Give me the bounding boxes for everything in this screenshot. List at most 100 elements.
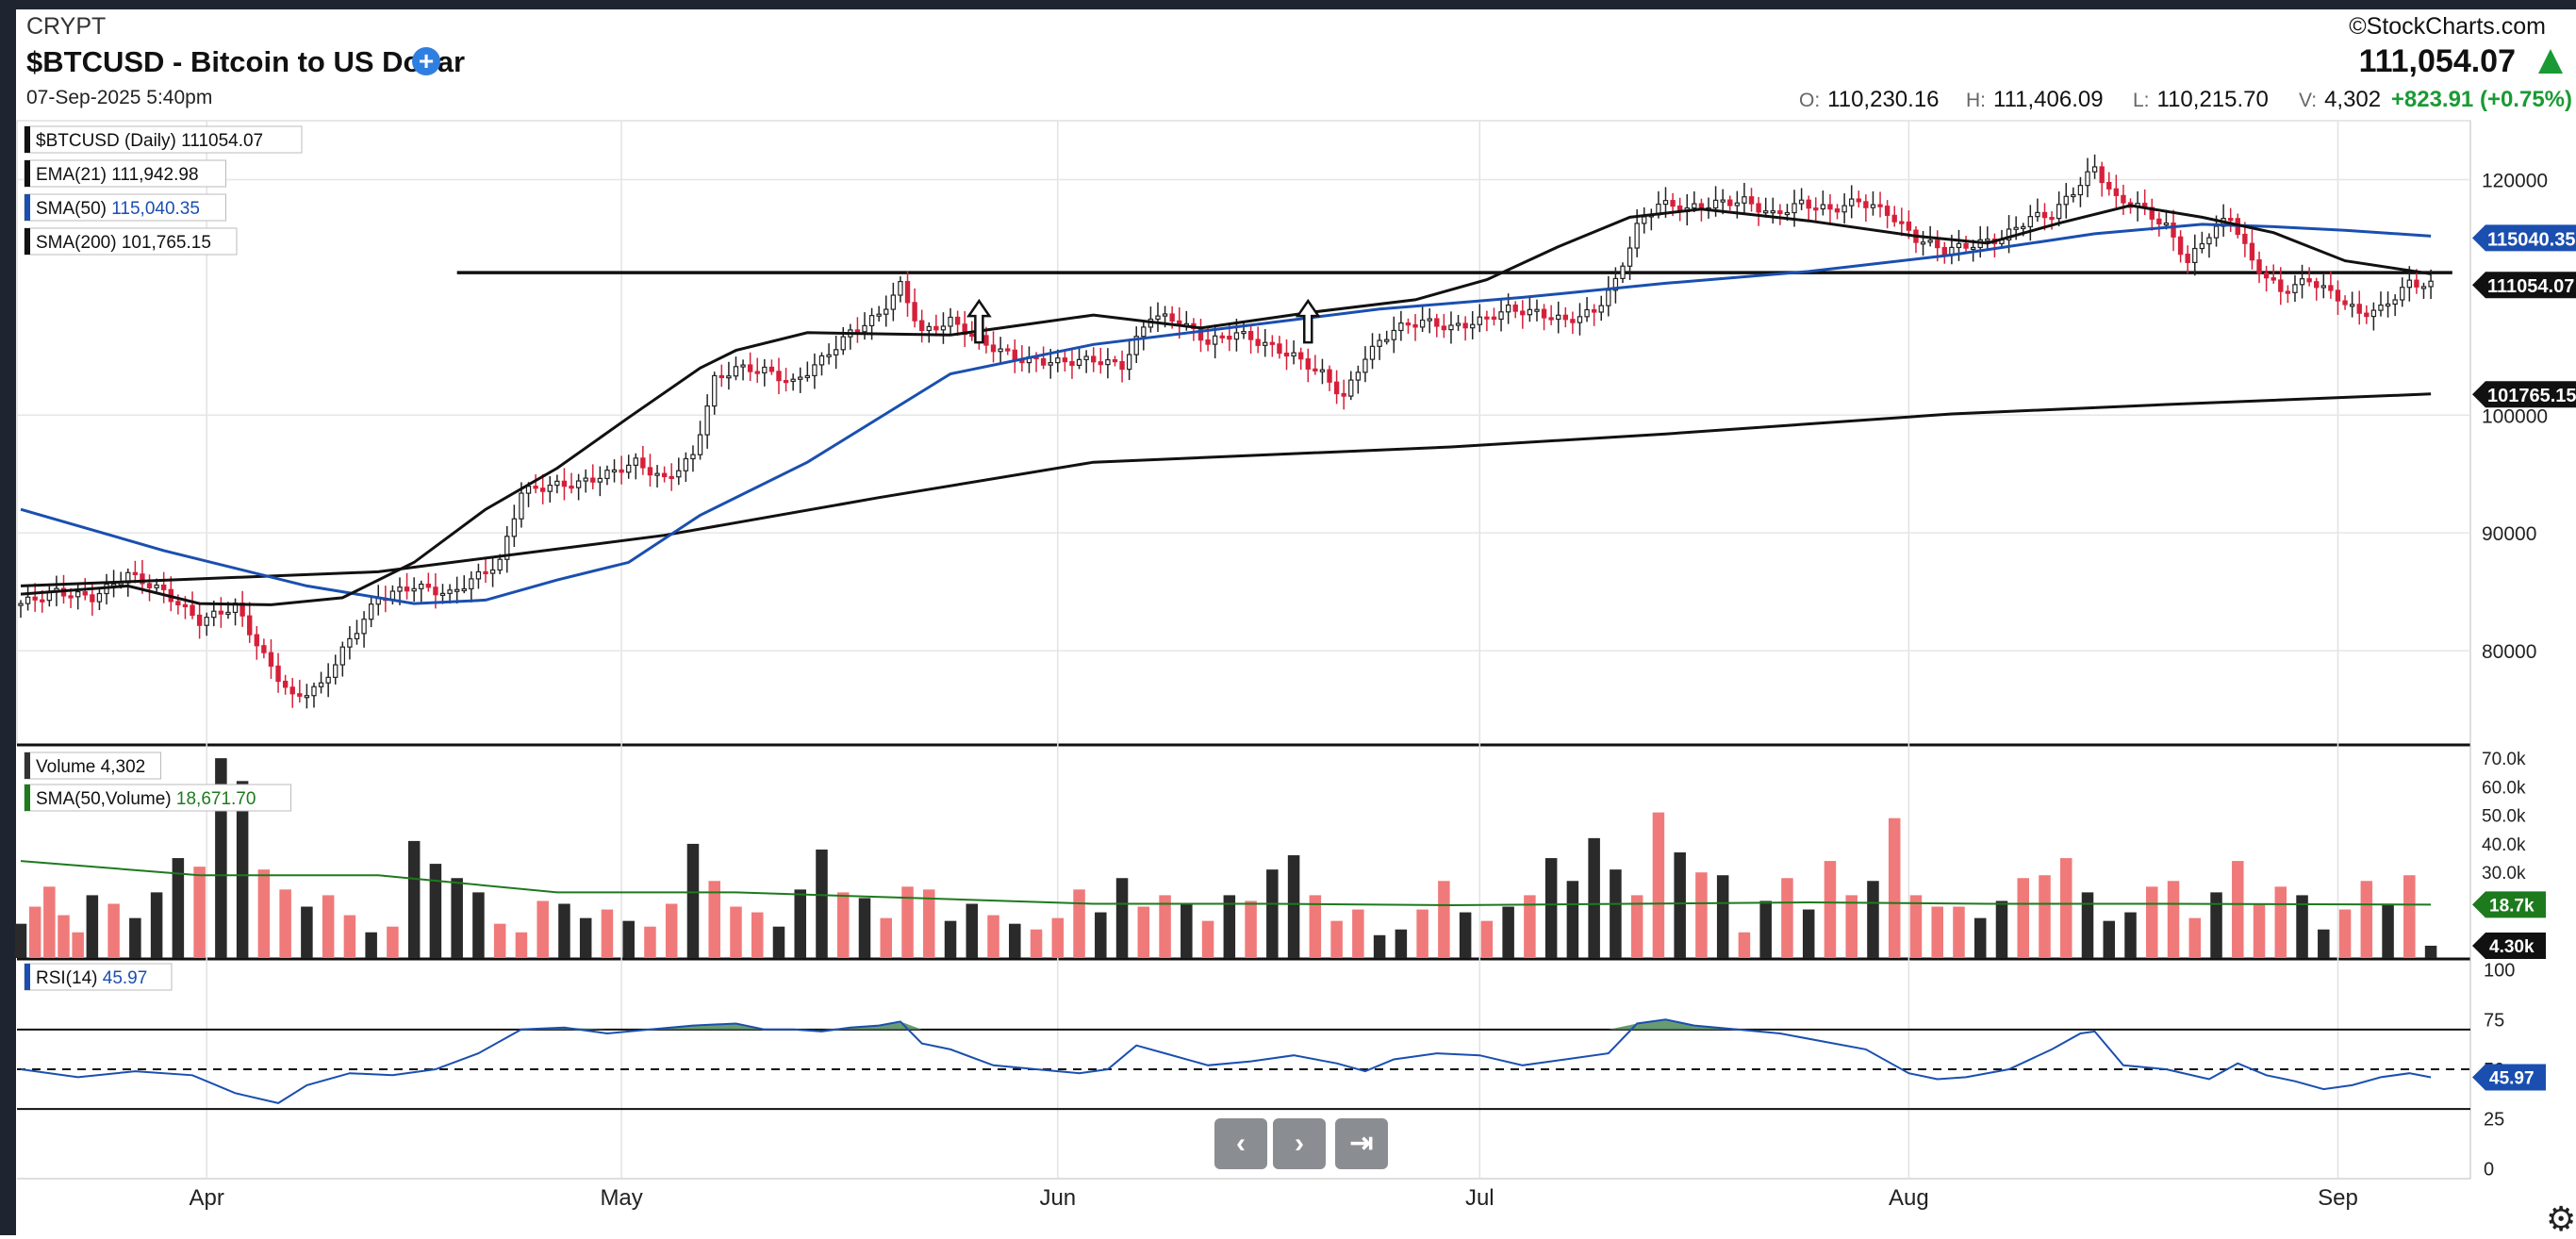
volume-bar xyxy=(2081,892,2094,958)
volume-bar xyxy=(1395,929,1408,958)
candle xyxy=(890,294,897,310)
candle xyxy=(1055,357,1061,364)
candle xyxy=(718,374,724,379)
candle xyxy=(1012,349,1017,360)
candle xyxy=(2056,204,2062,220)
candle xyxy=(754,371,760,374)
volume-bar xyxy=(1266,869,1279,958)
candle xyxy=(626,464,632,473)
candle xyxy=(1541,308,1547,319)
volume-tag xyxy=(2472,932,2546,959)
candle xyxy=(590,477,596,483)
candle xyxy=(146,583,153,588)
brand-logo[interactable]: ©StockCharts.com xyxy=(2349,13,2546,40)
candle xyxy=(1834,208,1841,213)
volume-bar xyxy=(1287,855,1300,958)
candle xyxy=(2006,228,2012,240)
top-bar xyxy=(0,0,2576,9)
volume-bar xyxy=(772,926,785,958)
volume-bar xyxy=(2167,881,2180,958)
candle xyxy=(2364,312,2370,318)
candle xyxy=(2299,278,2305,286)
volume-tag-label: 18.7k xyxy=(2489,896,2535,916)
candle xyxy=(926,325,932,332)
candle xyxy=(411,587,417,592)
candle xyxy=(2263,273,2270,279)
volume-bar xyxy=(1201,920,1214,958)
candle xyxy=(1470,323,1476,329)
rsi-overbought-fill xyxy=(1665,1019,1694,1030)
candle xyxy=(690,454,696,460)
volume-bar xyxy=(1824,861,1837,958)
volume-bar xyxy=(708,881,720,958)
volume-bar xyxy=(2382,903,2394,958)
x-tick-label: Jun xyxy=(1039,1185,1076,1211)
candle xyxy=(597,477,603,483)
legend-box xyxy=(24,159,226,188)
candle xyxy=(1384,339,1390,342)
candle xyxy=(1634,223,1640,249)
volume-bar xyxy=(901,886,914,958)
gear-icon[interactable]: ⚙ xyxy=(2546,1199,2576,1238)
candle xyxy=(1269,341,1276,345)
volume-bar xyxy=(387,926,399,958)
candle xyxy=(132,571,139,575)
candle xyxy=(425,583,432,588)
candle xyxy=(2113,188,2120,196)
rsi-overbought-fill xyxy=(879,1021,900,1030)
legend-entry: SMA(50,Volume) 18,671.70 xyxy=(36,789,256,809)
candle xyxy=(225,611,231,616)
volume-bar xyxy=(86,895,99,958)
left-edge xyxy=(0,9,16,1235)
volume-bar xyxy=(1030,929,1043,958)
candle xyxy=(561,480,568,487)
candle xyxy=(2213,225,2220,239)
volume-bar xyxy=(2232,861,2244,958)
candle xyxy=(1748,196,1755,205)
candle xyxy=(854,329,861,333)
candle xyxy=(2156,218,2162,224)
volume-bar xyxy=(622,920,635,958)
prev-button[interactable]: ‹ xyxy=(1214,1118,1267,1169)
volume-bar xyxy=(987,915,999,958)
candle xyxy=(2342,300,2348,306)
candle xyxy=(862,324,867,333)
x-tick-label: Aug xyxy=(1889,1185,1929,1211)
jump-end-button[interactable]: ⇥ xyxy=(1335,1118,1388,1169)
volume-bar xyxy=(2360,881,2373,958)
candle xyxy=(254,634,259,647)
volume-bar xyxy=(686,843,700,958)
candle xyxy=(2414,279,2419,288)
candle xyxy=(1076,358,1082,366)
next-button[interactable]: › xyxy=(1273,1118,1326,1169)
candle xyxy=(1319,369,1326,372)
candle xyxy=(333,664,339,678)
candle xyxy=(1462,322,1468,329)
candle xyxy=(1162,313,1168,317)
legend-entry: EMA(21) 111,942.98 xyxy=(36,165,199,185)
volume-bar xyxy=(2103,920,2116,958)
volume-bar xyxy=(1953,906,1965,958)
sma200-line xyxy=(20,392,2432,587)
volume-bar xyxy=(1095,912,1107,958)
volume-bar xyxy=(301,906,313,958)
chart-title: $BTCUSD - Bitcoin to US Dollar xyxy=(26,45,466,78)
volume-bar xyxy=(1909,895,1923,958)
exchange-label: CRYPT xyxy=(26,13,107,40)
candle xyxy=(833,349,839,355)
plus-circle-icon[interactable]: + xyxy=(412,47,440,75)
candle xyxy=(196,614,203,626)
candle xyxy=(1627,247,1633,267)
sma50-line xyxy=(20,223,2432,605)
candle xyxy=(204,617,209,626)
volume-value: V: 4,302 xyxy=(2299,87,2382,112)
candle xyxy=(1247,331,1254,340)
volume-bar xyxy=(28,906,41,958)
volume-bar xyxy=(1115,878,1129,958)
support-arrow xyxy=(1295,298,1321,344)
rsi-tick-label: 100 xyxy=(2484,961,2515,982)
candle xyxy=(554,480,560,487)
candle xyxy=(419,583,424,589)
volume-tick-label: 60.0k xyxy=(2482,778,2526,798)
